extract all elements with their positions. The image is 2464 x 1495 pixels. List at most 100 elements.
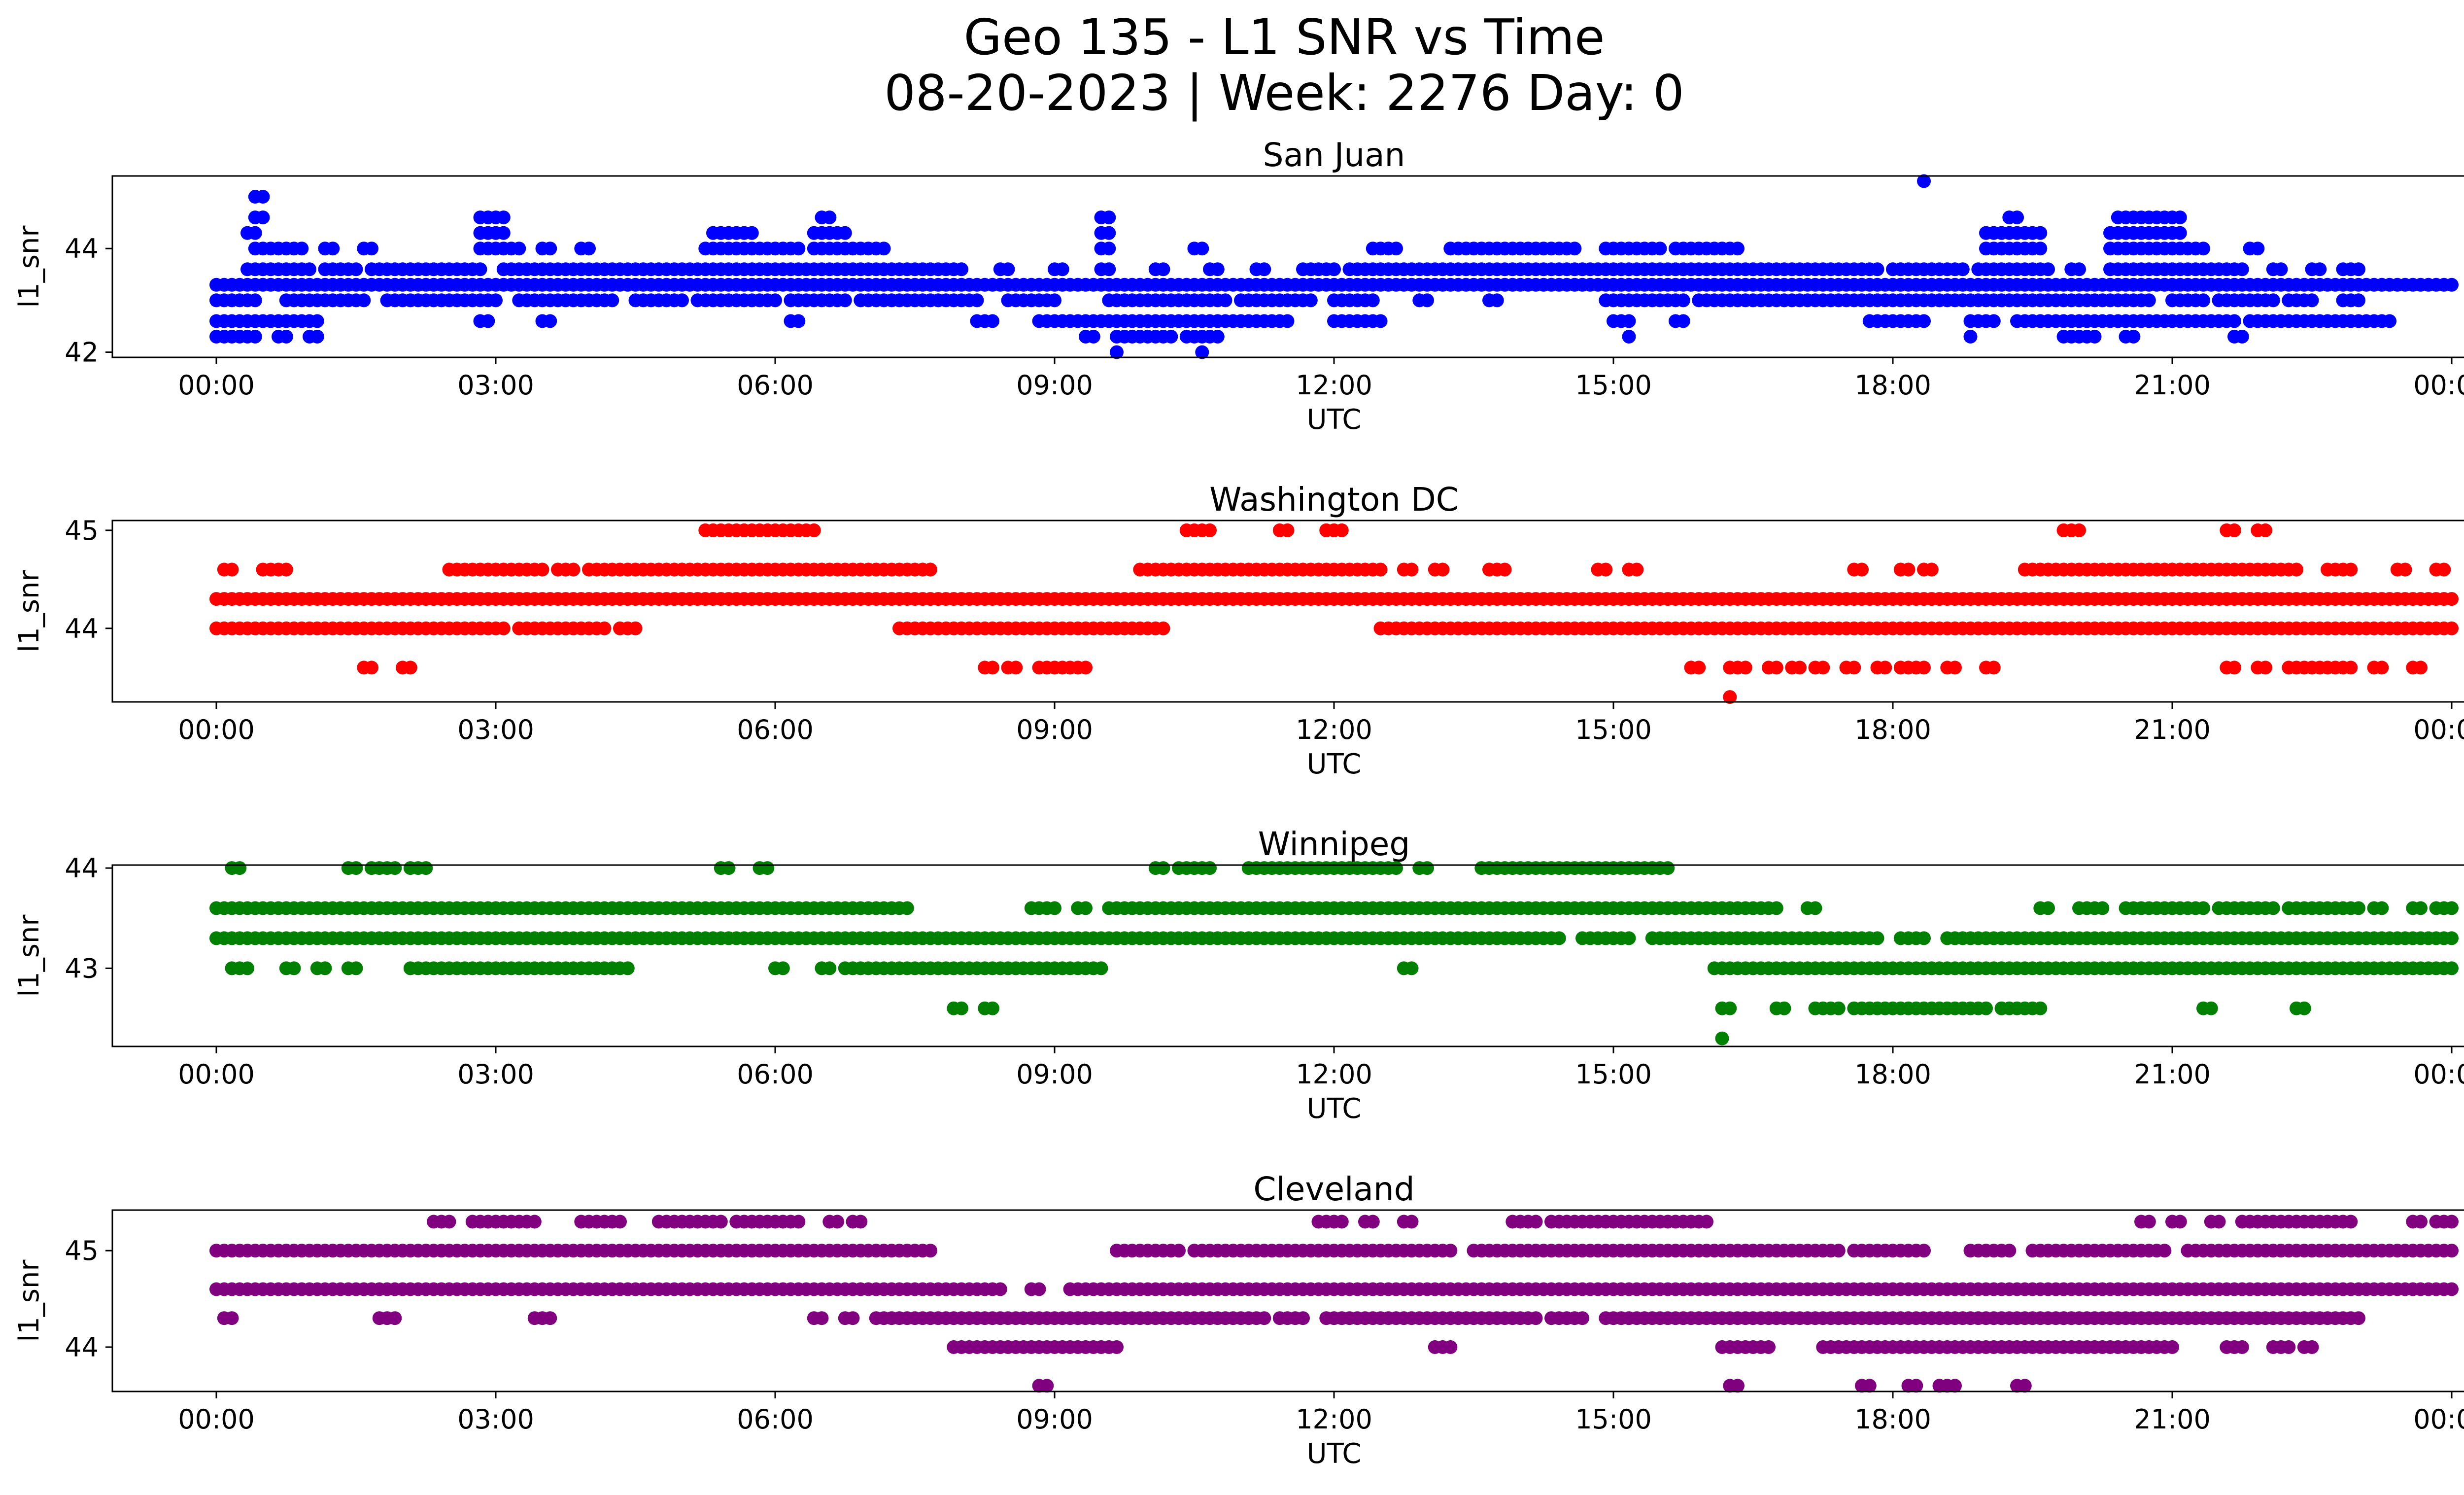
data-point — [1948, 1379, 1962, 1393]
data-point — [287, 961, 301, 975]
data-point — [2445, 278, 2459, 292]
y-axis-label: l1_snr — [13, 914, 45, 997]
data-point — [1303, 293, 1318, 308]
data-point — [2002, 1244, 2017, 1258]
data-point — [1769, 661, 1783, 675]
figure-title-line2: 08-20-2023 | Week: 2276 Day: 0 — [884, 64, 1684, 122]
data-point — [1443, 1340, 1458, 1354]
data-point — [2259, 661, 2272, 675]
subplot-winnipeg: Winnipeg 00:00 03:00 06:00 09:00 12:00 15:00 18… — [13, 825, 2464, 1125]
data-point — [1676, 293, 1690, 308]
x-axis-label: UTC — [1306, 748, 1361, 780]
data-point — [2033, 1001, 2048, 1015]
x-axis-label: UTC — [1306, 404, 1361, 436]
data-point — [1110, 1340, 1124, 1354]
data-point — [986, 661, 999, 675]
y-tick-label: 45 — [65, 1235, 99, 1266]
x-tick-label: 06:00 — [737, 370, 814, 401]
data-point — [1102, 242, 1116, 256]
data-point — [1389, 242, 1403, 256]
data-point — [1420, 293, 1434, 308]
data-point — [2196, 293, 2210, 308]
x-tick-label: 03:00 — [457, 1404, 534, 1435]
data-point — [1102, 210, 1116, 225]
data-point — [543, 1311, 557, 1325]
data-point — [1373, 562, 1388, 577]
y-tick-label: 44 — [65, 613, 99, 644]
x-tick-label: 00:00 — [178, 714, 255, 745]
data-point — [1257, 262, 1271, 277]
data-point — [2445, 592, 2459, 606]
data-point — [2018, 1379, 2032, 1393]
data-point — [2227, 661, 2241, 675]
data-point — [2352, 262, 2365, 277]
data-point — [1917, 1244, 1931, 1258]
y-tick-label: 43 — [65, 953, 99, 984]
data-point — [1156, 262, 1170, 277]
data-point — [1986, 661, 2001, 675]
data-point — [2196, 242, 2210, 256]
data-point — [566, 562, 581, 577]
data-point — [1498, 562, 1512, 577]
data-point — [1156, 861, 1170, 875]
data-point — [365, 242, 378, 256]
data-point — [1731, 1379, 1745, 1393]
data-point — [1575, 1311, 1589, 1325]
data-point — [527, 1215, 542, 1229]
data-point — [807, 523, 821, 537]
data-point — [877, 242, 891, 256]
x-tick-label: 06:00 — [737, 1404, 814, 1435]
data-point — [1963, 329, 1978, 344]
data-point — [768, 293, 782, 308]
data-point — [1335, 1215, 1349, 1229]
data-point — [2344, 1215, 2358, 1229]
x-tick-label: 09:00 — [1016, 1059, 1093, 1090]
data-point — [854, 1215, 868, 1229]
data-point — [675, 293, 689, 308]
data-point — [2204, 1001, 2218, 1015]
data-point — [986, 314, 999, 328]
data-point — [1436, 562, 1450, 577]
data-point — [597, 621, 612, 635]
data-point — [582, 242, 596, 256]
data-point — [2235, 262, 2249, 277]
x-tick-label: 12:00 — [1296, 1404, 1372, 1435]
data-point — [1040, 1379, 1054, 1393]
data-point — [1055, 262, 1069, 277]
x-tick-label: 21:00 — [2134, 714, 2211, 745]
data-point — [1048, 901, 1061, 915]
data-point — [2088, 329, 2102, 344]
x-tick-label: 00:00 — [2413, 1404, 2464, 1435]
scatter-series — [209, 523, 2459, 704]
data-point — [2235, 329, 2249, 344]
data-point — [2297, 1001, 2311, 1015]
data-point — [1001, 262, 1015, 277]
data-point — [1731, 242, 1745, 256]
data-point — [2445, 961, 2459, 975]
data-point — [1094, 961, 1108, 975]
y-tick-label: 44 — [65, 1332, 99, 1363]
data-point — [791, 1215, 806, 1229]
data-point — [1366, 1215, 1380, 1229]
x-tick-label: 15:00 — [1575, 370, 1652, 401]
data-point — [248, 329, 262, 344]
data-point — [1917, 931, 1931, 945]
data-point — [955, 262, 968, 277]
data-point — [924, 562, 937, 577]
x-tick-label: 00:00 — [178, 1404, 255, 1435]
data-point — [310, 314, 324, 328]
data-point — [628, 621, 643, 635]
data-point — [1862, 1379, 1877, 1393]
data-point — [1296, 1311, 1310, 1325]
data-point — [620, 961, 635, 975]
data-point — [1599, 562, 1613, 577]
data-point — [2344, 562, 2358, 577]
data-point — [1032, 1282, 1046, 1296]
data-point — [279, 562, 293, 577]
data-point — [310, 329, 324, 344]
data-point — [1831, 1001, 1846, 1015]
data-point — [2010, 210, 2024, 225]
data-point — [1661, 861, 1675, 875]
data-point — [605, 293, 619, 308]
